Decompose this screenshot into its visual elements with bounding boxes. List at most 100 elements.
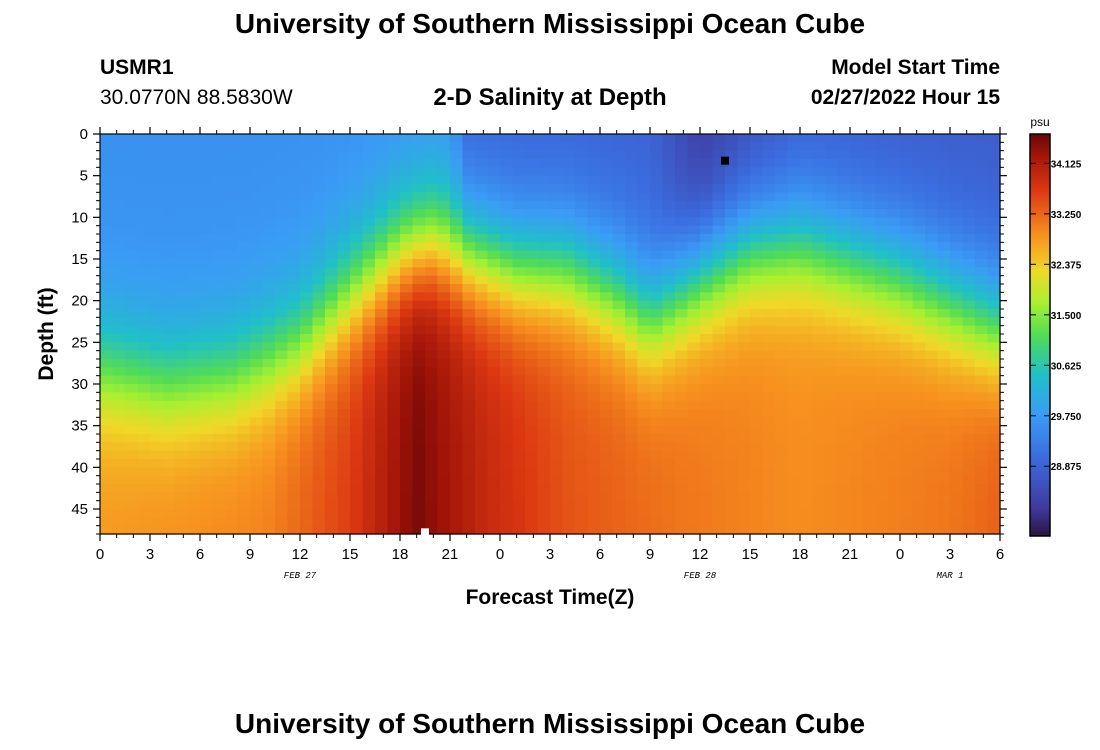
- heatmap-cell: [962, 334, 976, 343]
- heatmap-cell: [550, 150, 564, 160]
- heatmap-cell: [962, 259, 976, 268]
- heatmap-cell: [487, 325, 501, 335]
- heatmap-cell: [200, 309, 214, 318]
- heatmap-cell: [887, 509, 901, 518]
- heatmap-cell: [875, 475, 889, 485]
- heatmap-cell: [687, 425, 701, 435]
- heatmap-cell: [912, 309, 926, 318]
- heatmap-cell: [500, 467, 514, 477]
- heatmap-cell: [737, 467, 751, 477]
- heatmap-cell: [850, 409, 864, 418]
- heatmap-cell: [800, 142, 814, 152]
- heatmap-cell: [250, 509, 264, 518]
- heatmap-cell: [137, 492, 151, 502]
- heatmap-cell: [825, 375, 839, 385]
- heatmap-cell: [212, 492, 226, 502]
- heatmap-cell: [512, 142, 526, 152]
- heatmap-cell: [312, 517, 326, 527]
- heatmap-cell: [400, 142, 414, 152]
- heatmap-cell: [700, 150, 714, 160]
- heatmap-cell: [487, 334, 501, 343]
- heatmap-cell: [800, 209, 814, 218]
- heatmap-cell: [512, 250, 526, 260]
- heatmap-cell: [675, 275, 689, 285]
- heatmap-cell: [175, 359, 189, 368]
- heatmap-cell: [225, 450, 239, 460]
- heatmap-cell: [675, 209, 689, 218]
- heatmap-cell: [700, 250, 714, 260]
- heatmap-cell: [475, 484, 489, 493]
- heatmap-cell: [625, 225, 639, 235]
- heatmap-cell: [337, 442, 351, 452]
- heatmap-cell: [300, 300, 314, 310]
- heatmap-cell: [675, 267, 689, 277]
- heatmap-cell: [175, 475, 189, 485]
- heatmap-cell: [650, 375, 664, 385]
- heatmap-cell: [750, 242, 764, 252]
- heatmap-cell: [625, 367, 639, 377]
- heatmap-cell: [487, 450, 501, 460]
- heatmap-cell: [262, 250, 276, 260]
- heatmap-cell: [600, 384, 614, 393]
- heatmap-cell: [137, 209, 151, 218]
- heatmap-cell: [475, 159, 489, 168]
- heatmap-cell: [775, 450, 789, 460]
- heatmap-cell: [387, 442, 401, 452]
- heatmap-cell: [450, 150, 464, 160]
- heatmap-cell: [300, 325, 314, 335]
- heatmap-cell: [450, 142, 464, 152]
- heatmap-cell: [812, 134, 826, 143]
- heatmap-cell: [175, 492, 189, 502]
- heatmap-cell: [412, 400, 426, 410]
- heatmap-cell: [525, 250, 539, 260]
- heatmap-cell: [837, 225, 851, 235]
- heatmap-cell: [412, 234, 426, 243]
- heatmap-cell: [275, 150, 289, 160]
- heatmap-cell: [750, 259, 764, 268]
- heatmap-cell: [350, 284, 364, 293]
- heatmap-cell: [762, 400, 776, 410]
- heatmap-cell: [400, 492, 414, 502]
- heatmap-cell: [100, 450, 114, 460]
- heatmap-cell: [837, 492, 851, 502]
- heatmap-cell: [800, 525, 814, 535]
- heatmap-cell: [700, 300, 714, 310]
- heatmap-cell: [587, 359, 601, 368]
- heatmap-cell: [100, 275, 114, 285]
- heatmap-cell: [412, 509, 426, 518]
- heatmap-cell: [987, 217, 1001, 227]
- heatmap-cell: [550, 450, 564, 460]
- heatmap-cell: [200, 142, 214, 152]
- heatmap-cell: [237, 359, 251, 368]
- heatmap-cell: [762, 325, 776, 335]
- heatmap-cell: [950, 192, 964, 202]
- heatmap-cell: [412, 317, 426, 327]
- heatmap-cell: [162, 500, 176, 510]
- heatmap-cell: [975, 475, 989, 485]
- heatmap-cell: [900, 475, 914, 485]
- heatmap-cell: [637, 450, 651, 460]
- heatmap-cell: [925, 375, 939, 385]
- heatmap-cell: [550, 517, 564, 527]
- heatmap-cell: [875, 342, 889, 352]
- heatmap-cell: [712, 517, 726, 527]
- heatmap-cell: [275, 367, 289, 377]
- heatmap-cell: [637, 475, 651, 485]
- heatmap-cell: [925, 492, 939, 502]
- heatmap-cell: [337, 284, 351, 293]
- heatmap-cell: [350, 467, 364, 477]
- heatmap-cell: [975, 425, 989, 435]
- heatmap-cell: [425, 292, 439, 302]
- heatmap-cell: [275, 259, 289, 268]
- heatmap-cell: [450, 442, 464, 452]
- heatmap-cell: [762, 375, 776, 385]
- heatmap-cell: [900, 350, 914, 360]
- heatmap-cell: [650, 484, 664, 493]
- heatmap-cell: [350, 234, 364, 243]
- heatmap-cell: [525, 375, 539, 385]
- heatmap-cell: [450, 325, 464, 335]
- heatmap-cell: [987, 384, 1001, 393]
- heatmap-cell: [300, 467, 314, 477]
- heatmap-cell: [550, 409, 564, 418]
- heatmap-cell: [387, 342, 401, 352]
